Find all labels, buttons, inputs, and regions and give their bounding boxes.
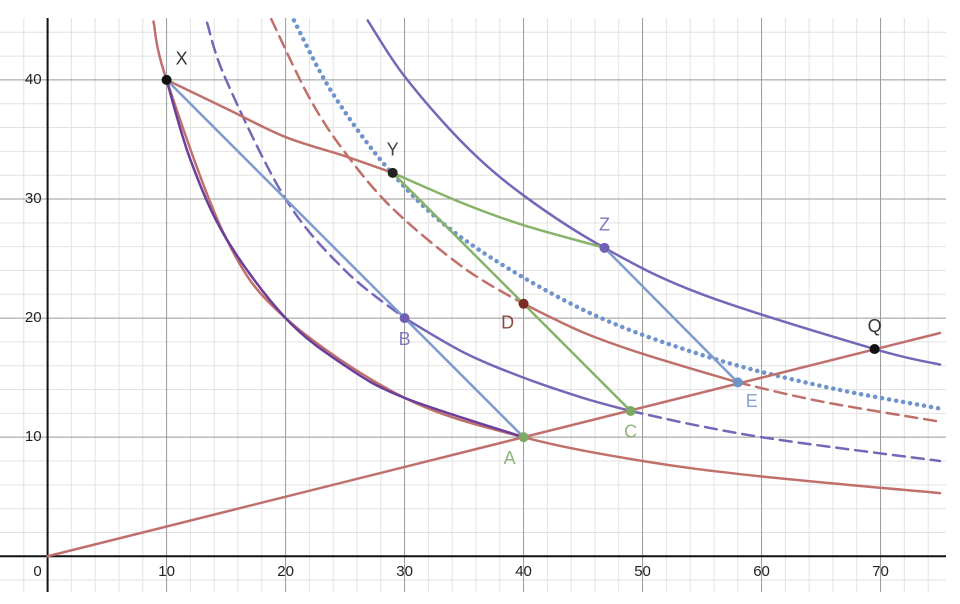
curve: [403, 316, 632, 413]
curve: [366, 19, 942, 366]
point: [869, 344, 880, 355]
point: [599, 242, 610, 253]
curve: [165, 78, 394, 175]
curve: [522, 302, 740, 384]
y-tick-label: 20: [25, 309, 42, 326]
point-label: D: [501, 313, 514, 333]
grid: 0 10 20 30 40 50 60 70 10 20 30 40: [0, 18, 946, 592]
x-tick-label: 0: [33, 563, 41, 580]
y-tick-label: 10: [25, 428, 42, 445]
curve: [603, 246, 740, 384]
y-tick-label: 30: [25, 190, 42, 207]
point: [518, 298, 529, 309]
x-tick-label: 70: [872, 563, 889, 580]
curve: [736, 381, 942, 423]
point: [161, 74, 172, 85]
x-tick-label: 60: [753, 563, 770, 580]
point: [399, 313, 410, 324]
curve: [391, 171, 632, 413]
point-label: C: [624, 422, 637, 442]
point: [625, 405, 636, 416]
point-label: B: [399, 329, 411, 349]
x-tick-label: 10: [158, 563, 175, 580]
points: X Y Z B D A C E Q: [161, 49, 882, 468]
curve: [391, 171, 606, 250]
curves: [46, 18, 943, 558]
point-label: X: [176, 49, 188, 69]
point-label: Q: [868, 316, 882, 336]
point: [518, 432, 529, 443]
point: [732, 377, 743, 388]
curve: [629, 409, 942, 463]
point: [387, 167, 398, 178]
curve: [46, 331, 942, 558]
point-label: Z: [599, 215, 610, 235]
point-label: E: [746, 391, 758, 411]
curve: [165, 78, 525, 439]
curve: [270, 18, 525, 306]
x-tick-label: 20: [277, 563, 294, 580]
curve: [291, 18, 943, 411]
x-tick-label: 30: [396, 563, 413, 580]
point-label: Y: [387, 140, 399, 160]
x-tick-label: 40: [515, 563, 532, 580]
y-tick-label: 40: [25, 71, 42, 88]
curve: [165, 78, 525, 439]
point-label: A: [504, 448, 516, 468]
x-tick-label: 50: [634, 563, 651, 580]
